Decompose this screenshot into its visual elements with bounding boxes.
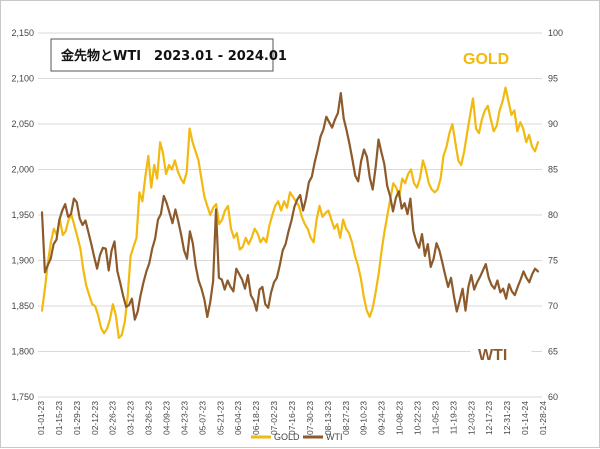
x-tick-label: 12-03-23 bbox=[466, 401, 476, 435]
legend-gold-label: GOLD bbox=[274, 432, 300, 442]
series-layer bbox=[40, 86, 540, 339]
title-box bbox=[50, 38, 274, 72]
x-tick-label: 11-05-23 bbox=[430, 401, 440, 435]
x-tick-label: 07-02-23 bbox=[269, 401, 279, 435]
right-tick-label: 60 bbox=[548, 392, 558, 402]
wti-label-box bbox=[470, 336, 532, 368]
x-tick-label: 12-17-23 bbox=[484, 401, 494, 435]
x-axis-ticks: 01-01-23 01-15-23 01-29-23 02-12-23 02-26-23… bbox=[36, 401, 548, 435]
right-axis-ticks: 60 65 70 75 80 85 90 95 100 bbox=[548, 28, 563, 402]
left-tick-label: 2,150 bbox=[11, 28, 34, 38]
x-tick-label: 09-10-23 bbox=[359, 401, 369, 435]
right-tick-label: 90 bbox=[548, 119, 558, 129]
right-tick-label: 75 bbox=[548, 256, 558, 266]
left-tick-label: 1,750 bbox=[11, 392, 34, 402]
left-tick-label: 2,000 bbox=[11, 165, 34, 175]
x-tick-label: 08-27-23 bbox=[341, 401, 351, 435]
right-tick-label: 70 bbox=[548, 301, 558, 311]
series-line-wti bbox=[40, 91, 540, 321]
x-tick-label: 03-26-23 bbox=[144, 401, 154, 435]
x-tick-label: 12-31-23 bbox=[502, 401, 512, 435]
x-tick-label: 05-07-23 bbox=[197, 401, 207, 435]
chart-title: 金先物とWTI 2023.01 - 2024.01 bbox=[60, 48, 287, 64]
right-tick-label: 100 bbox=[548, 28, 563, 38]
x-tick-label: 06-04-23 bbox=[233, 401, 243, 435]
left-axis-ticks: 1,750 1,800 1,850 1,900 1,950 2,000 2,050 2,100… bbox=[11, 28, 34, 402]
x-tick-label: 02-12-23 bbox=[90, 401, 100, 435]
legend-wti-label: WTI bbox=[326, 432, 343, 442]
gold-label-box bbox=[452, 40, 532, 74]
x-tick-label: 04-09-23 bbox=[162, 401, 172, 435]
right-tick-label: 85 bbox=[548, 165, 558, 175]
left-tick-label: 1,900 bbox=[11, 256, 34, 266]
x-tick-label: 11-19-23 bbox=[448, 401, 458, 435]
right-tick-label: 80 bbox=[548, 210, 558, 220]
x-tick-label: 09-24-23 bbox=[377, 401, 387, 435]
x-tick-label: 10-22-23 bbox=[413, 401, 423, 435]
x-tick-label: 10-08-23 bbox=[395, 401, 405, 435]
x-tick-label: 08-13-23 bbox=[323, 401, 333, 435]
left-tick-label: 1,850 bbox=[11, 301, 34, 311]
gold-series-label: GOLD bbox=[463, 51, 509, 68]
x-tick-label: 02-26-23 bbox=[108, 401, 118, 435]
left-tick-label: 2,050 bbox=[11, 119, 34, 129]
x-tick-label: 05-21-23 bbox=[215, 401, 225, 435]
x-tick-label: 06-18-23 bbox=[251, 401, 261, 435]
legend: GOLD WTI bbox=[251, 432, 343, 442]
series-line-gold bbox=[40, 86, 540, 339]
left-tick-label: 2,100 bbox=[11, 74, 34, 84]
wti-series-label: WTI bbox=[478, 347, 507, 364]
gridlines bbox=[38, 32, 542, 398]
x-tick-label: 03-12-23 bbox=[126, 401, 136, 435]
right-tick-label: 65 bbox=[548, 347, 558, 357]
left-tick-label: 1,950 bbox=[11, 210, 34, 220]
right-tick-label: 95 bbox=[548, 74, 558, 84]
x-tick-label: 07-30-23 bbox=[305, 401, 315, 435]
x-tick-label: 01-14-24 bbox=[520, 401, 530, 435]
left-tick-label: 1,800 bbox=[11, 347, 34, 357]
x-tick-label: 01-15-23 bbox=[54, 401, 64, 435]
x-tick-label: 01-01-23 bbox=[36, 401, 46, 435]
x-tick-label: 01-28-24 bbox=[538, 401, 548, 435]
x-tick-label: 07-16-23 bbox=[287, 401, 297, 435]
x-tick-label: 01-29-23 bbox=[72, 401, 82, 435]
x-tick-label: 04-23-23 bbox=[179, 401, 189, 435]
